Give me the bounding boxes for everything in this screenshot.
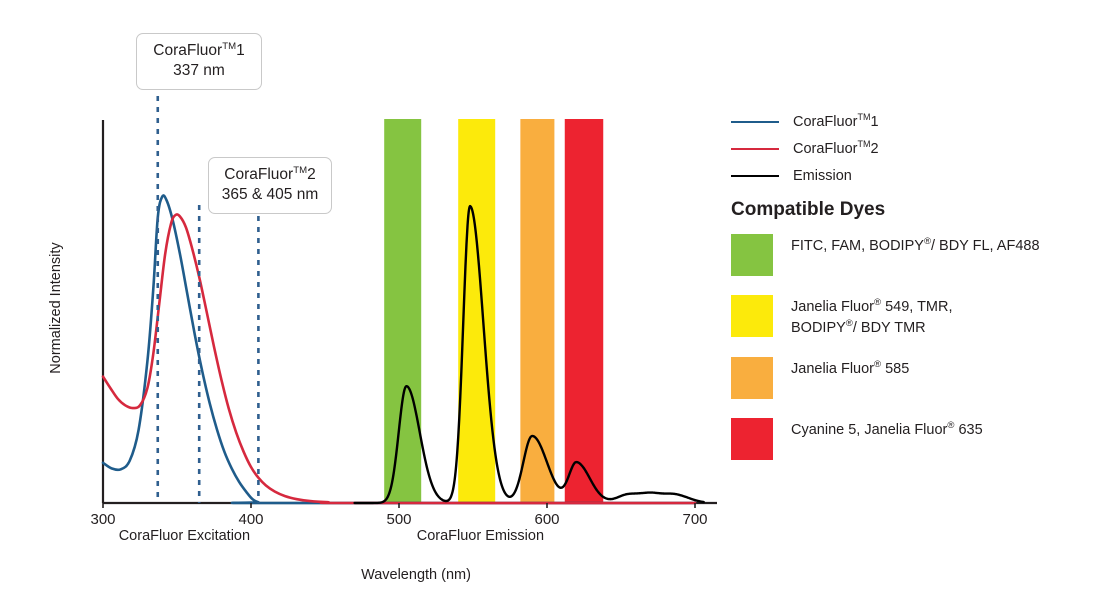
- y-axis-title: Normalized Intensity: [48, 242, 64, 374]
- dye-color-swatch: [731, 234, 773, 276]
- legend-item-label: Emission: [793, 167, 852, 184]
- dye-label: Janelia Fluor® 549, TMR, BODIPY®/ BDY TMR: [791, 297, 953, 336]
- dye-color-swatch: [731, 418, 773, 461]
- dye-label: Cyanine 5, Janelia Fluor® 635: [791, 420, 983, 439]
- x-tick-label-700: 700: [682, 511, 708, 528]
- callout-1-line1: CoraFluorTM1: [153, 40, 245, 59]
- callout-2-line2: 365 & 405 nm: [221, 185, 319, 203]
- dye-color-swatch: [731, 357, 773, 400]
- callout-1-line2: 337 nm: [173, 61, 225, 79]
- green-band: [384, 119, 422, 503]
- legend-item-1[interactable]: CoraFluorTM2: [731, 135, 1103, 162]
- x-tick-label-300: 300: [90, 511, 116, 528]
- legend-item-label: CoraFluorTM2: [793, 138, 879, 157]
- red-band: [564, 119, 604, 503]
- annotation-callout-corafluor1: CoraFluorTM1 337 nm: [136, 33, 262, 90]
- legend-item-0[interactable]: CoraFluorTM1: [731, 108, 1103, 135]
- dye-row-3[interactable]: Cyanine 5, Janelia Fluor® 635: [731, 418, 1103, 461]
- orange-band: [520, 119, 555, 503]
- x-axis-section-excitation: CoraFluor Excitation: [118, 528, 251, 544]
- x-tick-label-600: 600: [534, 511, 560, 528]
- legend-item-label: CoraFluorTM1: [793, 111, 879, 130]
- legend-line-swatch: [731, 147, 779, 150]
- x-axis-section-emission: CoraFluor Emission: [416, 528, 545, 544]
- legend-item-2[interactable]: Emission: [731, 162, 1103, 189]
- annotation-callout-corafluor2: CoraFluorTM2 365 & 405 nm: [208, 157, 332, 214]
- curve-excitation-337: [101, 194, 697, 505]
- dye-row-0[interactable]: FITC, FAM, BODIPY®/ BDY FL, AF488: [731, 234, 1103, 276]
- spectra-svg: [101, 96, 717, 508]
- legend-line-swatch: [731, 120, 779, 123]
- dye-color-swatch: [731, 295, 773, 337]
- callout-2-line1: CoraFluorTM2: [224, 164, 316, 183]
- x-tick-label-500: 500: [386, 511, 412, 528]
- compatible-dyes-heading: Compatible Dyes: [731, 199, 886, 220]
- dye-label: Janelia Fluor® 585: [791, 359, 910, 378]
- x-axis-title: Wavelength (nm): [361, 567, 471, 583]
- dye-row-2[interactable]: Janelia Fluor® 585: [731, 357, 1103, 400]
- x-tick-label-400: 400: [238, 511, 264, 528]
- compatible-dyes-list: FITC, FAM, BODIPY®/ BDY FL, AF488 Janelia…: [731, 234, 1103, 479]
- curve-excitation-347: [101, 213, 697, 505]
- chart-plot-area: CoraFluorTM1 337 nm CoraFluorTM2 365 & 4…: [48, 33, 717, 583]
- legend-line-swatch: [731, 174, 779, 177]
- dye-row-1[interactable]: Janelia Fluor® 549, TMR, BODIPY®/ BDY TMR: [731, 295, 1103, 338]
- curve-emission: [353, 204, 705, 505]
- series-legend: CoraFluorTM1 CoraFluorTM2 Emission: [731, 108, 1103, 189]
- dye-label: FITC, FAM, BODIPY®/ BDY FL, AF488: [791, 236, 1040, 254]
